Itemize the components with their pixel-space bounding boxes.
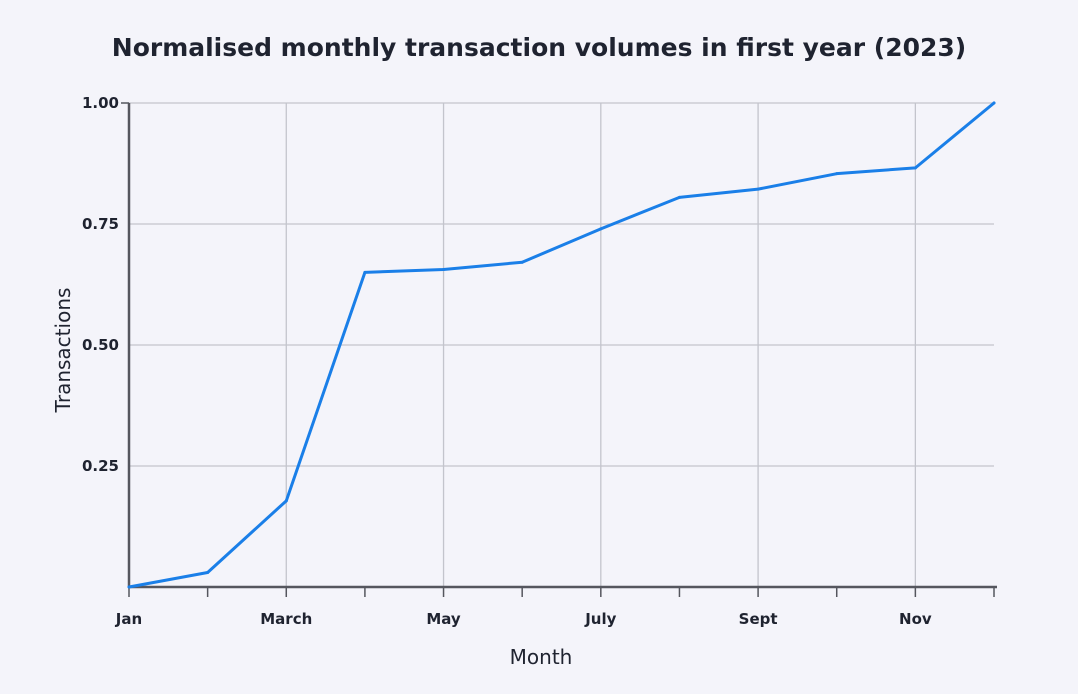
x-axis-ticks: Jan March May July Sept Nov	[115, 587, 995, 628]
y-tick-label: 0.75	[82, 215, 119, 233]
data-point	[756, 187, 760, 191]
data-point	[442, 267, 446, 271]
data-point	[206, 570, 210, 574]
data-point	[363, 270, 367, 274]
y-gridlines	[129, 102, 994, 467]
axes	[127, 103, 997, 589]
x-tick-label: March	[260, 610, 312, 628]
data-point	[835, 172, 839, 176]
data-point	[520, 260, 524, 264]
x-tick-label: Sept	[739, 610, 778, 628]
data-point	[284, 499, 288, 503]
x-axis-title: Month	[510, 645, 573, 669]
x-tick-label: Jan	[115, 610, 142, 628]
data-point	[677, 195, 681, 199]
y-axis-ticks: 0.25 0.50 0.75 1.00	[82, 94, 129, 475]
y-tick-label: 1.00	[82, 94, 119, 112]
data-point	[913, 166, 917, 170]
x-tick-label: Nov	[899, 610, 932, 628]
data-point	[599, 227, 603, 231]
x-gridlines	[285, 103, 917, 587]
series-layer	[127, 101, 996, 589]
x-tick-label: May	[426, 610, 461, 628]
y-axis-title: Transactions	[51, 288, 75, 414]
x-tick-label: July	[584, 610, 616, 628]
y-tick-label: 0.25	[82, 457, 119, 475]
chart-title: Normalised monthly transaction volumes i…	[112, 33, 966, 62]
series-line	[127, 101, 996, 589]
y-tick-label: 0.50	[82, 336, 119, 354]
data-point	[127, 585, 131, 589]
data-point	[992, 101, 996, 105]
